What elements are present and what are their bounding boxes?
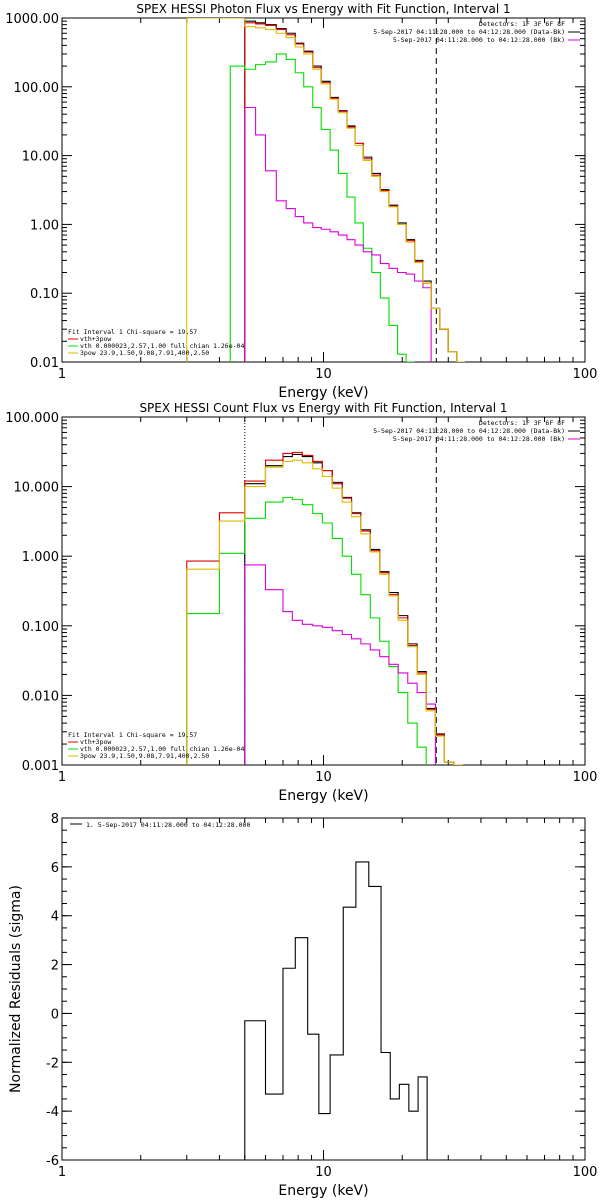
chart-title: SPEX HESSI Count Flux vs Energy with Fit… <box>139 401 507 415</box>
legend-text: 3pow 23.9,1.50,9.08,7.91,400,2.50 <box>80 752 209 760</box>
legend-text: 5-Sep-2017 04:11:28.000 to 04:12:28.000 … <box>373 427 565 435</box>
series-group <box>186 18 466 362</box>
series-group <box>186 451 464 765</box>
y-tick-label: 8 <box>51 812 59 827</box>
legend-text: vth 0.000023,2.57,1.00 full chian 1.26e-… <box>80 745 244 753</box>
x-axis-label: Energy (keV) <box>278 788 368 804</box>
x-tick-label: 100 <box>573 770 598 785</box>
legend-text: vth+3pow <box>80 738 111 746</box>
x-tick-label: 10 <box>315 367 332 382</box>
y-tick-label: 4 <box>51 910 59 925</box>
y-tick-label: 1000.00 <box>5 12 59 27</box>
y-tick-label: 0.001 <box>22 759 59 774</box>
legend-text: 5-Sep-2017 04:11:28.000 to 04:12:28.000 … <box>373 28 565 36</box>
plot-frame <box>61 17 586 363</box>
x-tick-label: 1 <box>58 367 66 382</box>
legend-text: Fit Interval 1 Chi-square = 19.57 <box>68 328 197 336</box>
x-tick-label: 100 <box>573 367 598 382</box>
x-tick-label: 10 <box>315 1165 332 1180</box>
chart-title: SPEX HESSI Photon Flux vs Energy with Fi… <box>136 2 510 16</box>
y-tick-label: 10.000 <box>14 481 60 496</box>
y-tick-label: -4 <box>46 1105 59 1120</box>
plot-frame <box>61 817 586 1161</box>
chart-panel-3: 1 10 100 -6 -4 -2 0 2 4 6 8 Energy (keV) Normalized … <box>8 812 597 1199</box>
y-tick-label: 0.10 <box>30 287 59 302</box>
series-group <box>244 861 437 1160</box>
series-line-4 <box>244 106 432 362</box>
series-line-4 <box>244 564 437 765</box>
y-tick-label: 0.010 <box>22 689 59 704</box>
chart-panel-1: SPEX HESSI Photon Flux vs Energy with Fi… <box>5 2 597 401</box>
x-tick-label: 1 <box>58 1165 66 1180</box>
y-tick-label: 1.00 <box>30 218 59 233</box>
legend-text: Detectors: 1F 3F 6F 8F <box>479 20 565 28</box>
legend-text: 5-Sep-2017 04:11:28.000 to 04:12:28.000 … <box>393 435 565 443</box>
series-line-3 <box>229 53 415 362</box>
x-axis-label: Energy (keV) <box>278 1183 368 1199</box>
series-line-1 <box>244 861 437 1160</box>
series-line-5 <box>186 459 464 765</box>
legend-text: vth 0.000023,2.57,1.00 full chian 1.26e-… <box>80 342 244 350</box>
y-tick-label: 0.100 <box>22 620 59 635</box>
legend-text: 3pow 23.9,1.50,9.08,7.91,400,2.50 <box>80 349 209 357</box>
y-tick-label: -6 <box>46 1154 59 1169</box>
legend-text: 5-Sep-2017 04:11:28.000 to 04:12:28.000 … <box>393 36 565 44</box>
y-tick-label: 10.00 <box>22 150 59 165</box>
y-tick-label: 1.000 <box>22 550 59 565</box>
y-tick-label: 0.01 <box>30 356 59 371</box>
plot-frame <box>61 416 586 766</box>
x-tick-label: 100 <box>573 1165 598 1180</box>
y-tick-label: 2 <box>51 959 59 974</box>
chart-panel-2: SPEX HESSI Count Flux vs Energy with Fit… <box>5 401 597 804</box>
legend-text: Fit Interval 1 Chi-square = 19.57 <box>68 731 197 739</box>
x-axis-label: Energy (keV) <box>278 385 368 401</box>
y-axis-label: Normalized Residuals (sigma) <box>8 885 24 1093</box>
y-tick-label: 0 <box>51 1007 59 1022</box>
series-line-2 <box>186 451 455 765</box>
legend-text: vth+3pow <box>80 335 111 343</box>
series-line-3 <box>186 496 427 765</box>
y-tick-label: -2 <box>46 1056 59 1071</box>
legend-text: 1. 5-Sep-2017 04:11:28.000 to 04:12:28.0… <box>86 821 250 829</box>
x-tick-label: 10 <box>315 770 332 785</box>
y-tick-label: 6 <box>51 861 59 876</box>
y-tick-label: 100.000 <box>5 411 59 426</box>
x-tick-label: 1 <box>58 770 66 785</box>
legend-text: Detectors: 1F 3F 6F 8F <box>479 419 565 427</box>
series-line-1 <box>244 453 455 765</box>
y-tick-label: 100.00 <box>14 81 60 96</box>
series-line-5 <box>186 18 466 362</box>
